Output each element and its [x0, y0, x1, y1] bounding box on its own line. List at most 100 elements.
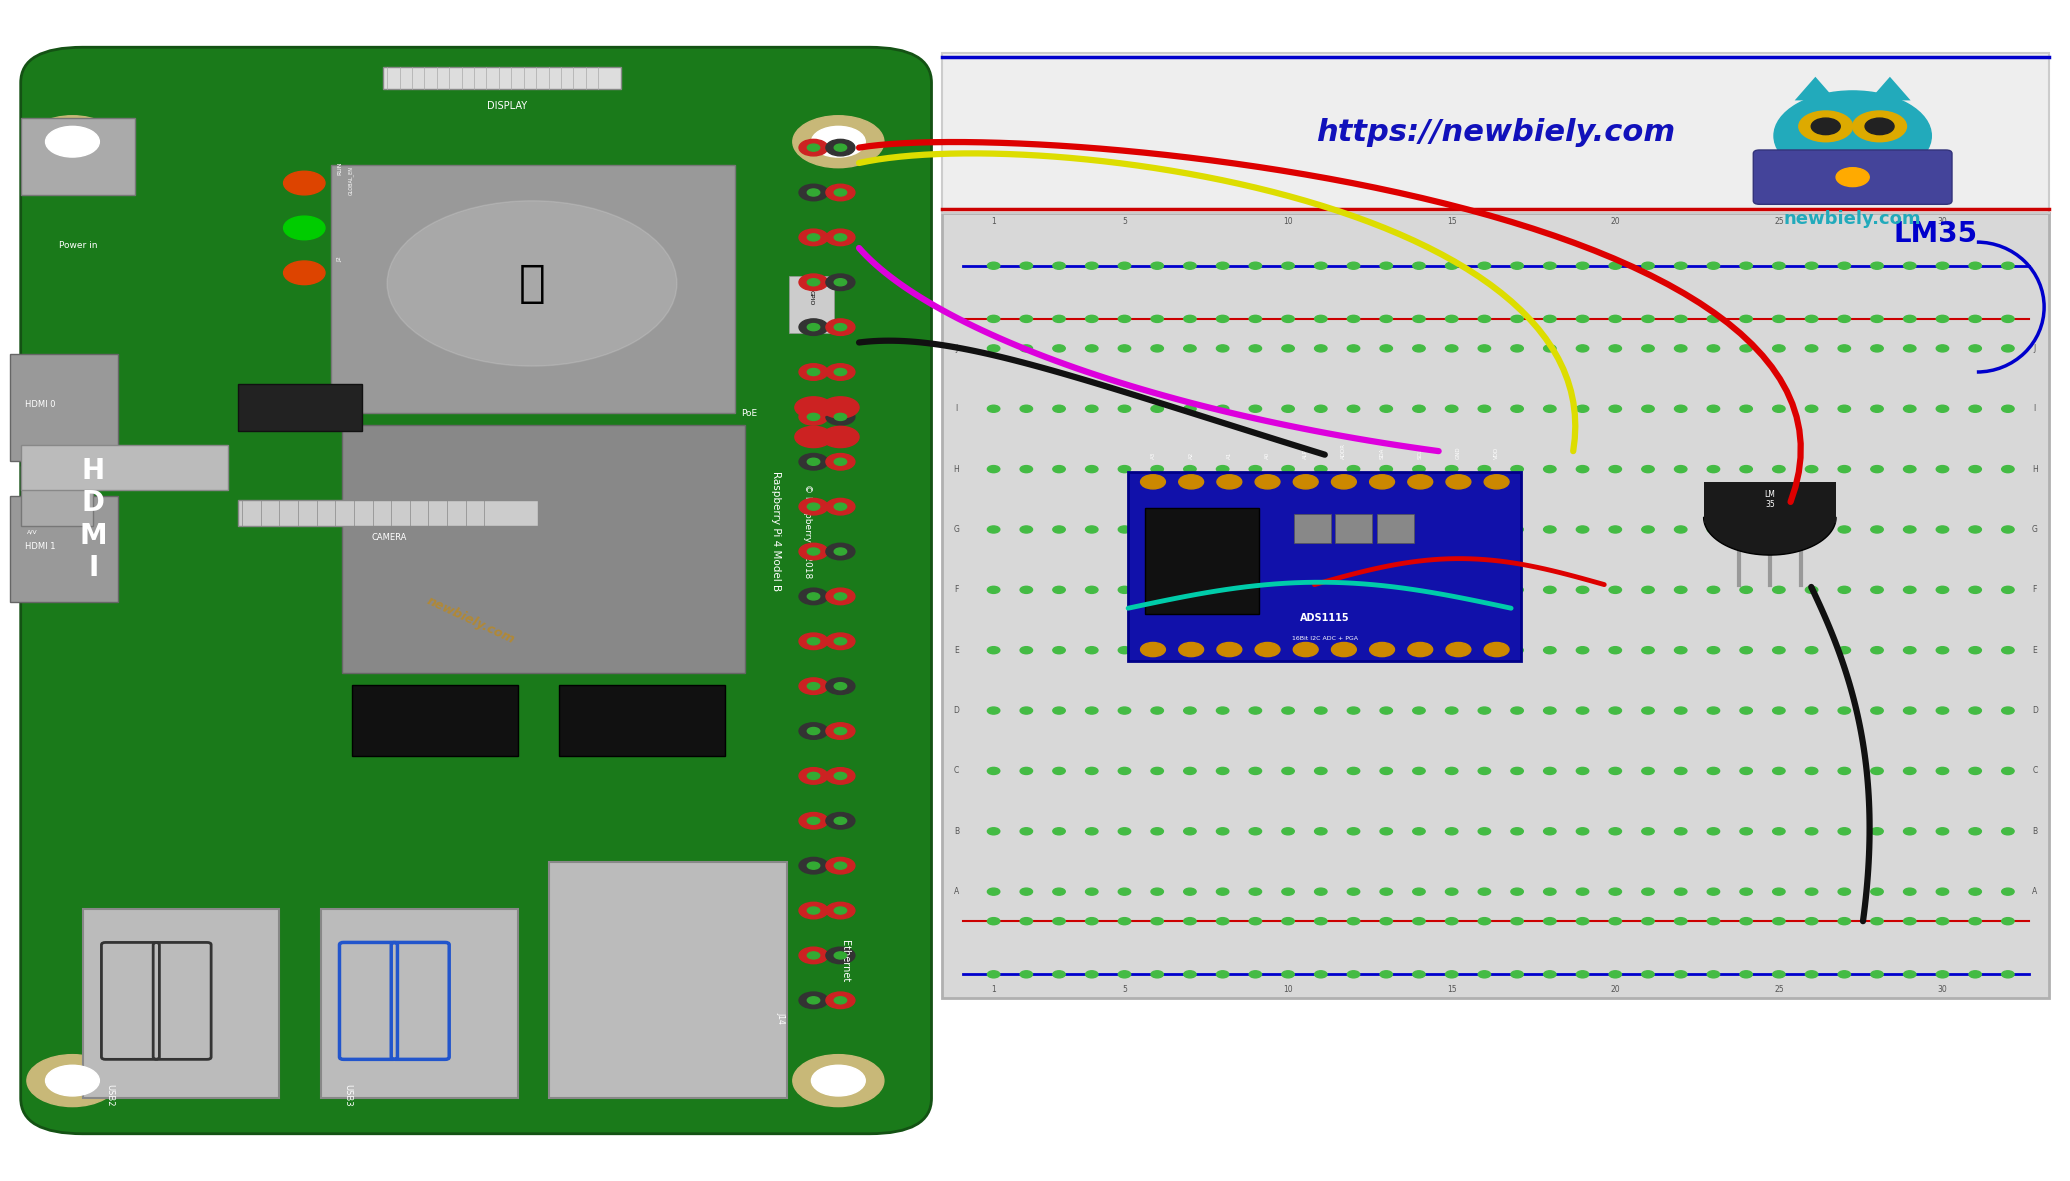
- Circle shape: [807, 458, 820, 465]
- Circle shape: [1314, 345, 1327, 352]
- Circle shape: [1741, 262, 1753, 269]
- Circle shape: [1904, 315, 1917, 322]
- Circle shape: [1544, 262, 1557, 269]
- Circle shape: [1935, 828, 1948, 835]
- Circle shape: [1412, 971, 1424, 978]
- Circle shape: [1708, 405, 1720, 412]
- Circle shape: [811, 1065, 865, 1096]
- Circle shape: [1935, 262, 1948, 269]
- Circle shape: [1151, 768, 1163, 775]
- Circle shape: [811, 126, 865, 157]
- Text: ALRT: ALRT: [1304, 446, 1308, 459]
- Text: 1: 1: [992, 985, 996, 994]
- Circle shape: [1085, 707, 1097, 715]
- Circle shape: [1969, 647, 1981, 654]
- Circle shape: [1184, 918, 1196, 925]
- Circle shape: [1608, 888, 1621, 895]
- Circle shape: [1577, 315, 1590, 322]
- Circle shape: [1544, 971, 1557, 978]
- Circle shape: [1478, 707, 1490, 715]
- Circle shape: [1608, 918, 1621, 925]
- Circle shape: [2002, 315, 2014, 322]
- Circle shape: [1281, 888, 1294, 895]
- Circle shape: [987, 888, 1000, 895]
- Circle shape: [1871, 768, 1884, 775]
- Circle shape: [1281, 465, 1294, 472]
- Circle shape: [834, 324, 847, 331]
- Circle shape: [1904, 828, 1917, 835]
- Circle shape: [987, 768, 1000, 775]
- Circle shape: [1281, 918, 1294, 925]
- Circle shape: [1184, 526, 1196, 533]
- Circle shape: [1772, 888, 1784, 895]
- Circle shape: [1151, 405, 1163, 412]
- Circle shape: [1772, 262, 1784, 269]
- Circle shape: [1675, 586, 1687, 593]
- Circle shape: [1412, 888, 1424, 895]
- Circle shape: [1904, 707, 1917, 715]
- Circle shape: [799, 857, 828, 874]
- Circle shape: [1217, 707, 1230, 715]
- Circle shape: [1741, 707, 1753, 715]
- Circle shape: [1708, 262, 1720, 269]
- Circle shape: [1675, 526, 1687, 533]
- Circle shape: [1805, 315, 1817, 322]
- Circle shape: [807, 593, 820, 600]
- Circle shape: [826, 498, 855, 515]
- Circle shape: [284, 171, 325, 195]
- Circle shape: [1799, 111, 1853, 142]
- Bar: [83, 909, 279, 1098]
- Circle shape: [1054, 971, 1066, 978]
- Text: 10: 10: [1283, 985, 1294, 994]
- Circle shape: [2002, 526, 2014, 533]
- Circle shape: [1445, 707, 1457, 715]
- Circle shape: [1935, 918, 1948, 925]
- Circle shape: [1331, 642, 1356, 657]
- Circle shape: [1151, 971, 1163, 978]
- Circle shape: [1642, 315, 1654, 322]
- Circle shape: [1151, 315, 1163, 322]
- Circle shape: [826, 229, 855, 246]
- Circle shape: [1741, 465, 1753, 472]
- Circle shape: [1969, 345, 1981, 352]
- Circle shape: [1118, 971, 1130, 978]
- Circle shape: [1838, 707, 1851, 715]
- Circle shape: [1741, 405, 1753, 412]
- Circle shape: [1478, 315, 1490, 322]
- Circle shape: [1281, 405, 1294, 412]
- Circle shape: [1314, 586, 1327, 593]
- Circle shape: [1577, 465, 1590, 472]
- Circle shape: [1544, 828, 1557, 835]
- Circle shape: [1054, 586, 1066, 593]
- Circle shape: [1348, 526, 1360, 533]
- Circle shape: [1577, 345, 1590, 352]
- Circle shape: [834, 189, 847, 196]
- Text: C: C: [2033, 766, 2037, 776]
- Text: D: D: [954, 706, 958, 715]
- Circle shape: [1935, 707, 1948, 715]
- Circle shape: [1838, 262, 1851, 269]
- Circle shape: [2002, 768, 2014, 775]
- Circle shape: [1772, 315, 1784, 322]
- Circle shape: [1254, 642, 1279, 657]
- Circle shape: [1248, 586, 1261, 593]
- Circle shape: [1544, 918, 1557, 925]
- Text: D: D: [2033, 706, 2037, 715]
- Circle shape: [1871, 828, 1884, 835]
- Circle shape: [1608, 971, 1621, 978]
- Circle shape: [799, 184, 828, 201]
- Circle shape: [1935, 526, 1948, 533]
- Circle shape: [1248, 647, 1261, 654]
- Circle shape: [1248, 828, 1261, 835]
- Circle shape: [1021, 828, 1033, 835]
- Text: A2: A2: [1188, 452, 1194, 459]
- Circle shape: [1544, 586, 1557, 593]
- Circle shape: [1412, 345, 1424, 352]
- Circle shape: [987, 918, 1000, 925]
- Circle shape: [1675, 707, 1687, 715]
- Circle shape: [1085, 768, 1097, 775]
- Circle shape: [1642, 345, 1654, 352]
- Circle shape: [1478, 768, 1490, 775]
- Circle shape: [1772, 707, 1784, 715]
- Circle shape: [1021, 465, 1033, 472]
